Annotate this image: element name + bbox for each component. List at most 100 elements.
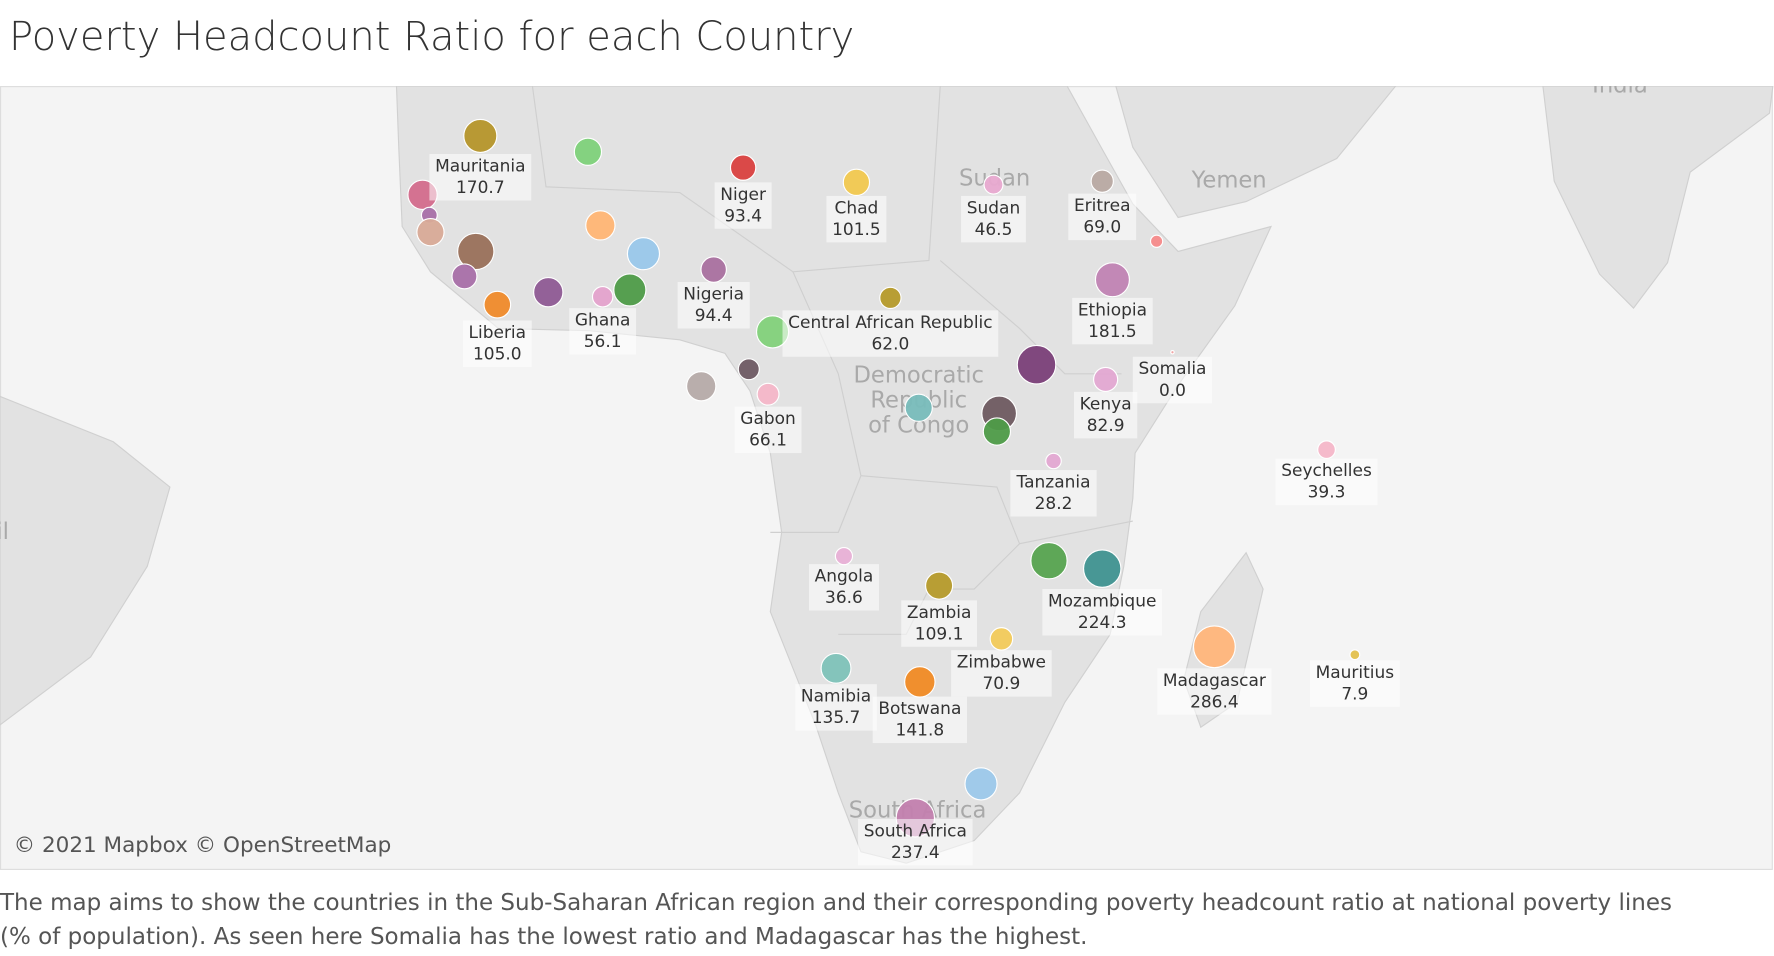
value-label: 36.6 <box>825 588 863 608</box>
value-label: 135.7 <box>812 708 861 728</box>
value-label: 224.3 <box>1078 613 1127 633</box>
country-label: Mozambique <box>1048 591 1156 611</box>
label-background <box>1068 193 1137 241</box>
value-label: 109.1 <box>915 624 964 644</box>
bubble <box>463 118 498 153</box>
label-background <box>1275 458 1378 506</box>
value-label: 82.9 <box>1087 416 1125 436</box>
map-label: Democratic <box>853 363 984 389</box>
bubble <box>729 154 757 181</box>
bubble <box>1030 542 1068 580</box>
label-background <box>1042 589 1163 636</box>
label-background <box>1309 660 1400 707</box>
country-label: Central African Republic <box>788 313 992 333</box>
country-label: Madagascar <box>1163 671 1266 691</box>
label-background <box>808 564 879 611</box>
bubble <box>925 571 954 600</box>
value-label: 39.3 <box>1308 483 1346 503</box>
value-label: 94.4 <box>695 306 733 326</box>
country-label: Niger <box>720 185 766 205</box>
value-label: 93.4 <box>724 206 762 226</box>
label-background <box>1072 297 1153 345</box>
country-label: Zambia <box>907 603 972 623</box>
country-label: Ethiopia <box>1078 300 1147 320</box>
caption: The map aims to show the countries in th… <box>0 890 1672 950</box>
country-label: Namibia <box>801 687 871 707</box>
bubble <box>756 382 780 406</box>
value-label: 62.0 <box>871 334 909 354</box>
bubble <box>1090 169 1114 193</box>
country-label: Tanzania <box>1016 473 1091 493</box>
bubble <box>457 232 495 271</box>
country-label: Angola <box>815 567 874 587</box>
label-background <box>714 182 772 229</box>
value-label: 56.1 <box>584 332 622 352</box>
country-label: Gabon <box>740 409 796 429</box>
bubble <box>904 393 933 422</box>
value-label: 28.2 <box>1035 494 1073 514</box>
country-label: Kenya <box>1080 394 1132 414</box>
label-background <box>1132 356 1213 404</box>
bubble <box>989 627 1014 651</box>
bubble <box>842 168 871 197</box>
country-label: Mauritania <box>435 156 525 176</box>
label-background <box>858 818 973 866</box>
country-label: Chad <box>834 198 878 218</box>
country-label: Liberia <box>469 323 527 343</box>
country-label: Ghana <box>575 311 631 331</box>
bubble <box>613 273 647 307</box>
label-background <box>429 154 532 201</box>
value-label: 181.5 <box>1088 322 1137 342</box>
land <box>0 86 1774 864</box>
label-background <box>569 308 637 355</box>
country-label: Zimbabwe <box>957 653 1046 673</box>
country-label: Mauritius <box>1316 663 1395 683</box>
bubble <box>982 417 1012 446</box>
country-label: Seychelles <box>1281 461 1372 481</box>
value-label: 70.9 <box>983 674 1021 694</box>
label-background <box>961 195 1026 243</box>
label-background <box>1157 668 1272 715</box>
bubble <box>1149 234 1164 248</box>
value-label: 46.5 <box>975 220 1013 240</box>
value-label: 237.4 <box>891 843 940 863</box>
bubble <box>834 547 854 566</box>
bubble <box>1016 344 1057 385</box>
chart-title: Poverty Headcount Ratio for each Country <box>9 14 855 60</box>
attribution: © 2021 Mapbox © OpenStreetMap <box>14 833 392 858</box>
map-label: India <box>1592 86 1648 99</box>
label-background <box>901 600 978 647</box>
bubble <box>533 277 564 308</box>
bubble <box>737 358 760 381</box>
bubble <box>1170 349 1175 355</box>
label-background <box>782 310 999 357</box>
map-label: Brazil <box>0 519 9 545</box>
bubble <box>1093 366 1119 393</box>
bubble <box>983 174 1004 195</box>
value-label: 69.0 <box>1083 218 1121 238</box>
bubble <box>964 767 998 801</box>
country-label: Sudan <box>967 198 1021 218</box>
label-background <box>826 195 887 243</box>
label-background <box>1073 391 1138 439</box>
bubble <box>686 371 717 402</box>
value-label: 141.8 <box>896 721 945 741</box>
bubble <box>451 263 478 290</box>
label-background <box>1010 470 1097 517</box>
country-label: Nigeria <box>683 284 744 304</box>
label-background <box>734 406 802 454</box>
bubble <box>1094 262 1130 298</box>
bubble <box>626 237 661 271</box>
country-label: South Africa <box>864 821 967 841</box>
country-label: Eritrea <box>1074 196 1131 216</box>
bubble <box>573 137 603 166</box>
bubble <box>700 256 727 283</box>
bubble <box>483 290 512 319</box>
map: YemenDemocraticRepublicof CongoSudanSout… <box>0 86 1774 870</box>
label-background <box>872 696 968 744</box>
bubble <box>585 210 616 241</box>
value-label: 286.4 <box>1190 692 1239 712</box>
label-background <box>951 650 1052 697</box>
bubble <box>1083 549 1122 588</box>
